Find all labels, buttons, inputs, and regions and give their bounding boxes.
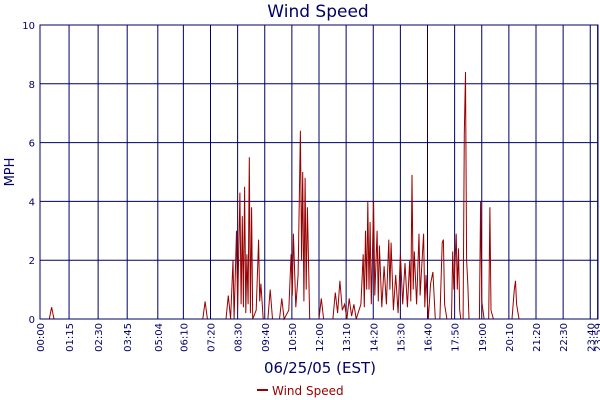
legend: Wind Speed <box>257 384 344 398</box>
x-tick-label: 20:10 <box>505 323 516 352</box>
x-tick-label: 09:40 <box>261 323 272 352</box>
x-tick-label: 12:00 <box>315 323 326 352</box>
x-tick-label: 15:30 <box>396 323 407 352</box>
tick-labels: 0 2 4 6 8 10 00:00 01:15 02:30 03:45 05:04 06:10 07:… <box>22 21 600 352</box>
x-tick-label: 17:50 <box>451 323 462 352</box>
grid-lines <box>40 25 599 319</box>
x-tick-label: 03:45 <box>123 323 134 352</box>
x-tick-label: 01:15 <box>65 323 76 352</box>
y-tick-label: 4 <box>29 197 35 208</box>
x-axis-label: 06/25/05 (EST) <box>264 359 376 377</box>
x-tick-label: 22:30 <box>559 323 570 352</box>
legend-label: Wind Speed <box>272 384 344 398</box>
series-line-wind-speed <box>40 71 598 321</box>
y-tick-label: 2 <box>29 256 35 267</box>
plot-frame <box>39 24 599 320</box>
x-tick-label: 21:20 <box>532 323 543 352</box>
x-tick-label: 05:04 <box>154 323 165 352</box>
y-tick-label: 6 <box>29 139 35 150</box>
y-tick-label: 0 <box>29 315 35 326</box>
x-tick-label: 02:30 <box>94 323 105 352</box>
x-tick-label: 10:50 <box>288 323 299 352</box>
chart-title: Wind Speed <box>267 2 368 22</box>
y-tick-label: 10 <box>22 21 35 32</box>
x-tick-label: 00:00 <box>36 323 47 352</box>
y-axis-label: MPH <box>3 158 18 187</box>
x-tick-label: 13:10 <box>342 323 353 352</box>
series-layer <box>40 71 598 321</box>
x-tick-label: 06:10 <box>179 323 190 352</box>
x-tick-label: 19:00 <box>478 323 489 352</box>
x-tick-label: 07:20 <box>207 323 218 352</box>
x-tick-label: 16:40 <box>424 323 435 352</box>
x-tick-label: 14:20 <box>369 323 380 352</box>
x-tick-label: 08:30 <box>234 323 245 352</box>
x-tick-label: 23:59 <box>594 323 600 352</box>
y-tick-label: 8 <box>29 80 35 91</box>
x-tick-label: 23:40 <box>586 323 597 352</box>
